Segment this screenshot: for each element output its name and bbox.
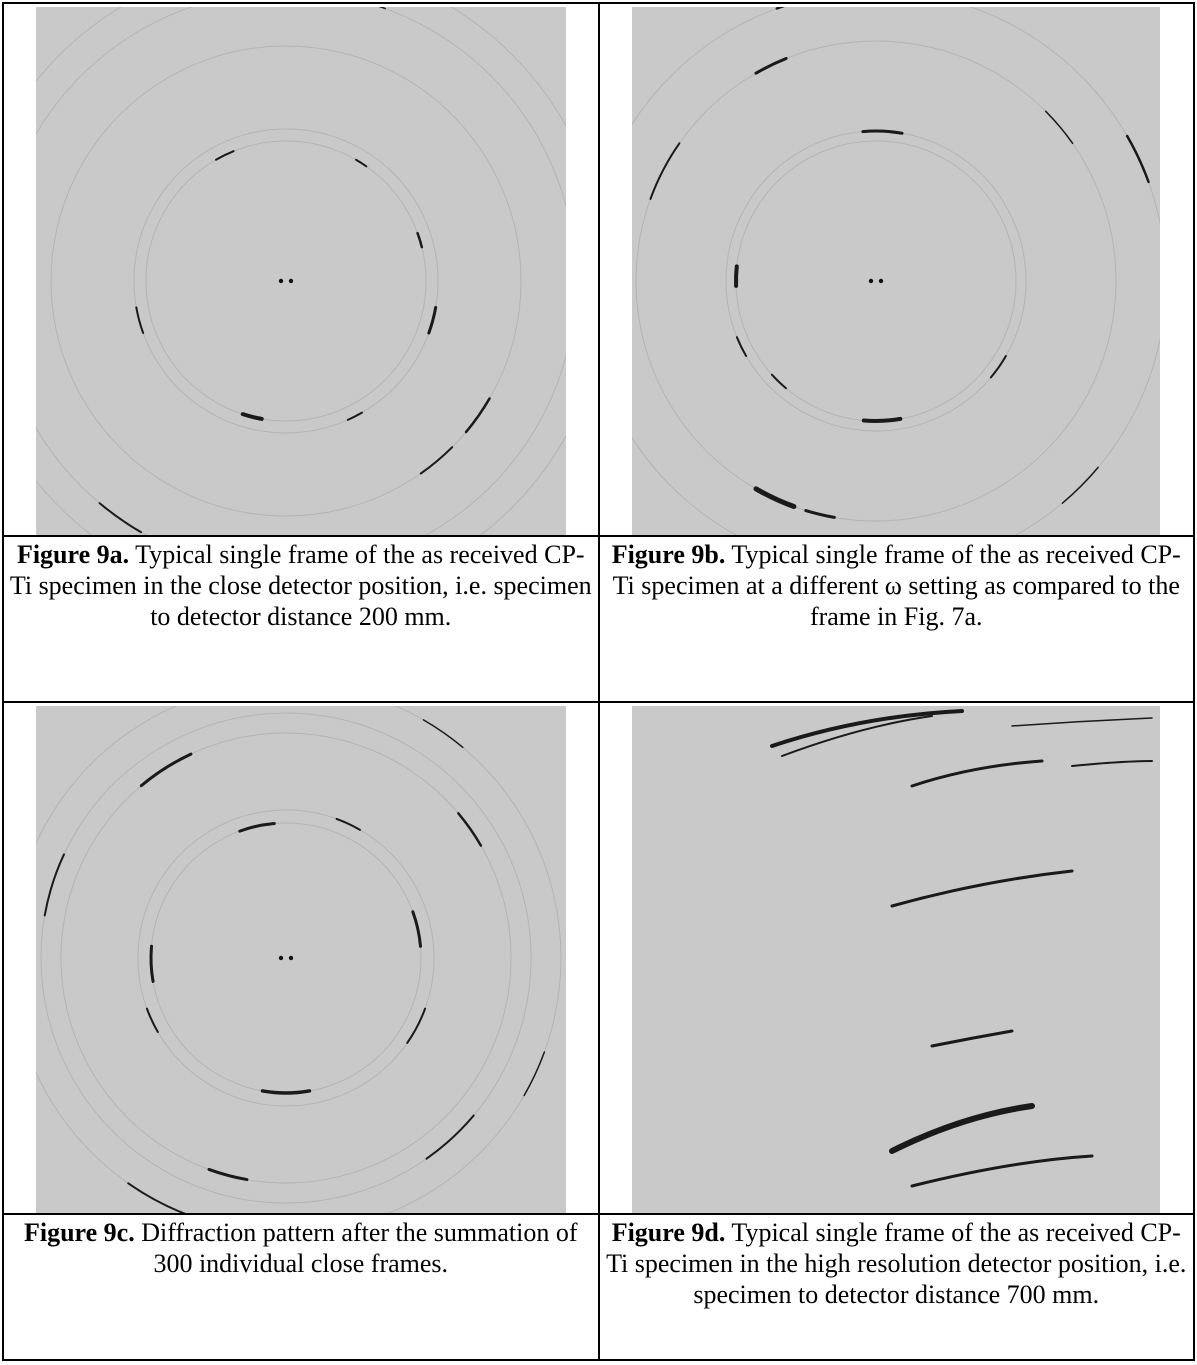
caption-cell: Figure 9b. Typical single frame of the a… <box>599 536 1195 702</box>
figure-label: Figure 9a. <box>17 540 129 569</box>
beam-spot <box>869 279 873 283</box>
image-cell <box>3 702 599 1214</box>
image-cell <box>599 3 1195 536</box>
page: Figure 9a. Typical single frame of the a… <box>0 0 1197 1365</box>
figure-table: Figure 9a. Typical single frame of the a… <box>2 2 1195 1361</box>
detector-background <box>632 706 1160 1213</box>
image-cell <box>599 702 1195 1214</box>
caption-cell: Figure 9a. Typical single frame of the a… <box>3 536 599 702</box>
beam-spot <box>879 279 883 283</box>
caption-cell: Figure 9c. Diffraction pattern after the… <box>3 1214 599 1360</box>
image-cell <box>3 3 599 536</box>
diffraction-image <box>632 7 1160 535</box>
beam-spot <box>279 956 283 960</box>
figure-label: Figure 9d. <box>612 1218 726 1247</box>
diffraction-image <box>632 706 1160 1213</box>
diffraction-image <box>36 7 566 535</box>
figure-label: Figure 9b. <box>612 540 726 569</box>
figure-label: Figure 9c. <box>24 1218 135 1247</box>
beam-spot <box>289 279 293 283</box>
caption: Diffraction pattern after the summation … <box>141 1218 577 1278</box>
beam-spot <box>279 279 283 283</box>
diffraction-image <box>36 706 566 1213</box>
beam-spot <box>289 956 293 960</box>
caption-cell: Figure 9d. Typical single frame of the a… <box>599 1214 1195 1360</box>
diffraction-arc <box>736 266 737 286</box>
diffraction-arc <box>864 419 901 421</box>
detector-background <box>36 7 566 535</box>
